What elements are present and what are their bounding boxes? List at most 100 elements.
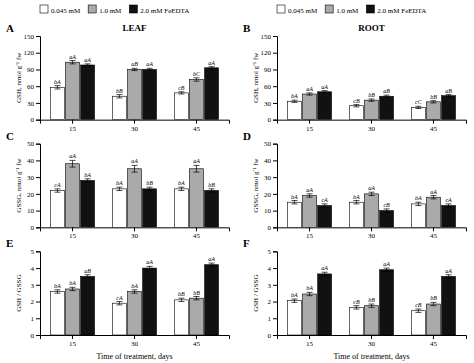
error-bar-cap	[384, 97, 390, 98]
error-bar-cap	[193, 81, 199, 82]
bar	[442, 276, 456, 335]
bar	[411, 311, 425, 335]
error-bar-cap	[322, 90, 328, 91]
error-bar-cap	[116, 304, 122, 305]
x-tick: 45	[430, 335, 438, 348]
legend: 0.045 mM1.0 mM2.0 mM FeEDTA	[277, 5, 426, 15]
x-tick-mark	[134, 227, 135, 231]
y-axis: 01020304050	[264, 140, 278, 232]
significance-label: bA	[116, 180, 123, 186]
y-tick: 60	[27, 83, 40, 91]
y-tick-mark	[36, 268, 40, 269]
error-bar-cap	[132, 70, 138, 71]
error-bar-cap	[415, 202, 421, 203]
y-tick-mark	[273, 86, 277, 87]
error-bar	[132, 290, 138, 293]
y-tick: 120	[261, 49, 278, 57]
error-bar-cap	[369, 304, 375, 305]
y-tick-mark	[273, 36, 277, 37]
error-bar-cap	[147, 269, 153, 270]
error-bar-cap	[116, 301, 122, 302]
significance-label: aA	[321, 84, 328, 90]
y-tick-mark	[36, 36, 40, 37]
error-bar-cap	[70, 287, 76, 288]
error-bar	[54, 189, 60, 192]
error-bar-cap	[291, 102, 297, 103]
x-tick-label: 45	[193, 340, 201, 348]
significance-label: aA	[430, 189, 437, 195]
error-bar-cap	[178, 301, 184, 302]
y-tick-label: 0	[268, 224, 272, 232]
bar	[112, 189, 126, 227]
error-bar	[430, 302, 436, 305]
bar	[174, 189, 188, 227]
bar	[51, 291, 65, 335]
y-tick: 120	[24, 49, 41, 57]
bar	[442, 96, 456, 120]
error-bar-cap	[116, 94, 122, 95]
error-bar-stem	[371, 192, 372, 195]
bar	[349, 106, 363, 120]
bar	[128, 169, 142, 228]
bar	[427, 197, 441, 227]
error-bar-cap	[132, 165, 138, 166]
y-tick-mark	[36, 69, 40, 70]
x-tick: 15	[306, 227, 314, 240]
bar	[174, 93, 188, 120]
error-bar-stem	[324, 204, 325, 207]
error-bar	[369, 99, 375, 101]
x-tick: 45	[430, 120, 438, 133]
error-bar-cap	[430, 198, 436, 199]
error-bar-cap	[209, 263, 215, 264]
y-axis-line	[273, 37, 278, 121]
y-tick-mark	[273, 302, 277, 303]
error-bar	[322, 91, 328, 93]
error-bar-cap	[415, 312, 421, 313]
bar	[143, 69, 157, 119]
x-tick-mark	[309, 335, 310, 339]
y-tick-label: 5	[268, 248, 272, 256]
panel-letter: F	[243, 237, 250, 249]
error-bar-cap	[132, 172, 138, 173]
significance-label: cB	[383, 202, 390, 208]
error-bar	[85, 275, 91, 278]
y-tick-mark	[36, 144, 40, 145]
bar	[365, 306, 379, 335]
x-tick-label: 30	[368, 340, 376, 348]
error-bar-stem	[196, 78, 197, 81]
error-bar-cap	[85, 66, 91, 67]
significance-label: cB	[178, 85, 185, 91]
x-tick-mark	[134, 120, 135, 124]
y-axis-line	[273, 252, 278, 336]
error-bar	[54, 290, 60, 293]
bar	[190, 298, 204, 335]
bar	[365, 194, 379, 227]
y-tick: 2	[31, 298, 41, 306]
y-axis: 0306090120150	[24, 33, 41, 125]
bar	[128, 291, 142, 335]
error-bar-cap	[307, 193, 313, 194]
x-tick-label: 30	[131, 125, 139, 133]
error-bar-cap	[369, 101, 375, 102]
error-bar-cap	[430, 102, 436, 103]
y-axis: 012345	[268, 248, 278, 340]
error-bar-stem	[309, 194, 310, 197]
error-bar-stem	[418, 309, 419, 312]
x-tick: 15	[69, 335, 77, 348]
error-bar	[209, 263, 215, 266]
y-tick: 40	[27, 157, 40, 165]
y-axis-title: GSH / GSSG	[252, 274, 260, 311]
y-tick-label: 50	[27, 140, 35, 148]
significance-label: bB	[430, 94, 437, 100]
significance-label: aA	[306, 187, 313, 193]
legend-swatch	[277, 5, 285, 13]
significance-label: cA	[54, 182, 61, 188]
y-tick-label: 60	[27, 83, 35, 91]
y-tick-mark	[273, 103, 277, 104]
bar	[66, 164, 80, 228]
y-tick: 50	[264, 140, 277, 148]
x-tick: 30	[368, 227, 376, 240]
bar-annotations: bAcBcBbAbBbBaAaAaA	[291, 261, 452, 308]
legend-label: 0.045 mM	[288, 7, 318, 15]
error-bar	[415, 309, 421, 312]
